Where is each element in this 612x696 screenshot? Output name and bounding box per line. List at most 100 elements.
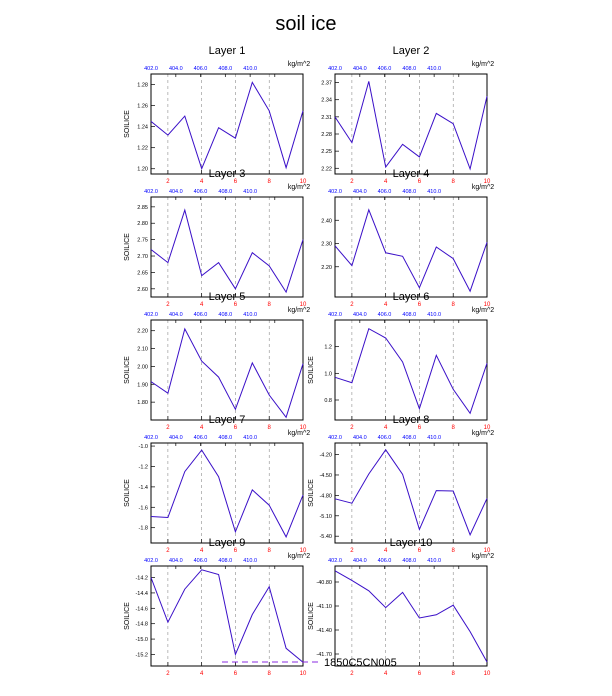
y-tick-label: 1.22 xyxy=(137,146,148,152)
panel-title: Layer 6 xyxy=(393,291,430,303)
top-tick-label: 402.0 xyxy=(144,435,158,441)
top-tick-label: 410.0 xyxy=(427,558,441,564)
x-tick-label: 10 xyxy=(484,671,491,677)
y-tick-label: 1.26 xyxy=(137,104,148,110)
top-tick-label: 406.0 xyxy=(378,435,392,441)
panel-layer-1: Layer 1 kg/m^2 402.0 404.0 406.0 408.0 410.0 2 4… xyxy=(124,45,310,185)
y-tick-label: -1.2 xyxy=(139,464,148,470)
y-axis-label: SOILICE xyxy=(124,602,131,630)
panel-title: Layer 10 xyxy=(390,537,433,549)
y-tick-label: 2.60 xyxy=(137,287,148,293)
x-tick-label: 4 xyxy=(384,179,388,185)
series-line xyxy=(150,81,304,171)
x-tick-label: 2 xyxy=(350,302,354,308)
panel-layer-2: Layer 2 kg/m^2 402.0 404.0 406.0 408.0 410.0 2 4… xyxy=(321,45,494,185)
top-tick-label: 406.0 xyxy=(194,189,208,195)
x-tick-label: 4 xyxy=(200,671,204,677)
x-tick-label: 2 xyxy=(350,179,354,185)
y-tick-label: 2.75 xyxy=(137,238,148,244)
y-tick-label: -41.70 xyxy=(316,652,332,658)
top-tick-label: 410.0 xyxy=(427,66,441,72)
x-tick-label: 10 xyxy=(484,548,491,554)
y-tick-label: -1.8 xyxy=(139,526,148,532)
x-tick-label: 6 xyxy=(234,179,238,185)
top-tick-label: 406.0 xyxy=(194,558,208,564)
y-tick-label: 2.70 xyxy=(137,254,148,260)
top-tick-label: 404.0 xyxy=(353,558,367,564)
top-tick-label: 408.0 xyxy=(402,558,416,564)
y-tick-label: -41.40 xyxy=(316,628,332,634)
y-tick-label: -5.10 xyxy=(319,514,332,520)
y-tick-label: -14.6 xyxy=(135,606,148,612)
y-tick-label: -15.2 xyxy=(135,652,148,658)
top-tick-label: 402.0 xyxy=(144,66,158,72)
x-tick-label: 8 xyxy=(268,179,272,185)
y-tick-label: -1.6 xyxy=(139,505,148,511)
top-tick-label: 402.0 xyxy=(328,66,342,72)
y-tick-label: 1.28 xyxy=(137,83,148,89)
y-tick-label: -1.4 xyxy=(139,485,148,491)
series-line xyxy=(150,449,304,539)
top-tick-label: 402.0 xyxy=(144,189,158,195)
top-tick-label: 408.0 xyxy=(218,189,232,195)
top-tick-label: 410.0 xyxy=(427,189,441,195)
x-tick-label: 2 xyxy=(166,548,170,554)
y-tick-label: 2.85 xyxy=(137,205,148,211)
x-tick-label: 4 xyxy=(384,425,388,431)
y-tick-label: -4.20 xyxy=(319,453,332,459)
panel-title: Layer 3 xyxy=(209,168,246,180)
x-tick-label: 2 xyxy=(350,671,354,677)
x-tick-label: 6 xyxy=(418,671,422,677)
y-tick-label: -14.4 xyxy=(135,591,148,597)
y-tick-label: 2.20 xyxy=(321,265,332,271)
panel-title: Layer 4 xyxy=(393,168,430,180)
top-tick-label: 406.0 xyxy=(194,312,208,318)
panel-layer-6: Layer 6 kg/m^2 402.0 404.0 406.0 408.0 410.0 2 4… xyxy=(308,291,494,431)
panel-units: kg/m^2 xyxy=(472,184,494,191)
x-tick-label: 2 xyxy=(350,548,354,554)
x-tick-label: 10 xyxy=(484,425,491,431)
top-tick-label: 410.0 xyxy=(427,435,441,441)
x-tick-label: 8 xyxy=(452,425,456,431)
x-tick-label: 8 xyxy=(268,425,272,431)
top-tick-label: 404.0 xyxy=(169,558,183,564)
x-tick-label: 4 xyxy=(384,302,388,308)
y-tick-label: 1.24 xyxy=(137,125,148,131)
top-tick-label: 406.0 xyxy=(378,312,392,318)
top-tick-label: 406.0 xyxy=(378,558,392,564)
series-line xyxy=(334,327,488,415)
series-line xyxy=(334,448,488,537)
y-tick-label: 1.80 xyxy=(137,400,148,406)
x-tick-label: 4 xyxy=(200,302,204,308)
plot-frame xyxy=(150,196,304,298)
y-tick-label: -14.2 xyxy=(135,576,148,582)
panel-layer-3: Layer 3 kg/m^2 402.0 404.0 406.0 408.0 410.0 2 4… xyxy=(124,168,310,308)
y-tick-label: -15.0 xyxy=(135,637,148,643)
x-tick-label: 6 xyxy=(418,548,422,554)
legend-label: 1850C5CN005 xyxy=(324,657,397,669)
figure-title: soil ice xyxy=(275,13,336,35)
y-tick-label: -1.0 xyxy=(139,444,148,450)
top-tick-label: 404.0 xyxy=(353,189,367,195)
top-tick-label: 402.0 xyxy=(328,435,342,441)
panel-layer-8: Layer 8 kg/m^2 402.0 404.0 406.0 408.0 410.0 2 4… xyxy=(308,414,494,554)
top-tick-label: 404.0 xyxy=(169,435,183,441)
y-tick-label: -40.80 xyxy=(316,580,332,586)
x-tick-label: 10 xyxy=(300,548,307,554)
top-tick-label: 410.0 xyxy=(243,558,257,564)
series-line xyxy=(334,208,488,293)
y-axis-label: SOILICE xyxy=(308,356,315,384)
x-tick-label: 10 xyxy=(300,179,307,185)
x-tick-label: 6 xyxy=(234,671,238,677)
plot-frame xyxy=(334,73,488,175)
y-tick-label: 1.20 xyxy=(137,167,148,173)
y-tick-label: 2.65 xyxy=(137,270,148,276)
x-tick-label: 8 xyxy=(268,548,272,554)
y-tick-label: -4.50 xyxy=(319,473,332,479)
x-tick-label: 6 xyxy=(418,302,422,308)
panel-title: Layer 9 xyxy=(209,537,246,549)
x-tick-label: 10 xyxy=(484,302,491,308)
x-tick-label: 2 xyxy=(166,425,170,431)
panel-layer-9: Layer 9 kg/m^2 402.0 404.0 406.0 408.0 410.0 2 4… xyxy=(124,537,310,677)
